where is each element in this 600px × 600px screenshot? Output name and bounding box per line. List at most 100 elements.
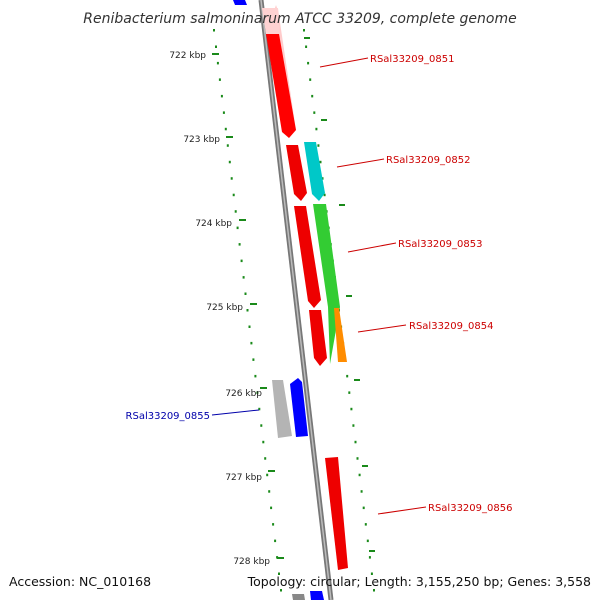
- ring-inner-dot: [220, 94, 223, 98]
- gene-feature[interactable]: [325, 457, 348, 570]
- ring-inner-dot: [256, 391, 259, 394]
- gene-RSal33209_0851[interactable]: [262, 5, 296, 138]
- tick-label-728: 728 kbp: [233, 557, 270, 567]
- ring-inner-dot: [236, 226, 239, 230]
- ring-outer-dot: [373, 589, 375, 592]
- tick-label-725: 725 kbp: [206, 303, 243, 313]
- outer-ring-dashes: [304, 37, 375, 552]
- tick-label-727: 727 kbp: [225, 473, 262, 483]
- ring-inner-dot: [274, 539, 277, 543]
- gene-RSal33209_0856[interactable]: [325, 457, 348, 570]
- gene-label-0853[interactable]: RSal33209_0853: [398, 239, 482, 250]
- gene-RSal33209_0855[interactable]: [272, 378, 308, 438]
- gene-feature[interactable]: [309, 310, 327, 366]
- gene-feature-cog[interactable]: [304, 142, 325, 201]
- ring-outer-dot: [352, 424, 355, 427]
- ring-outer-dot: [321, 177, 324, 180]
- ring-inner-dot: [244, 292, 247, 295]
- gene-feature[interactable]: [266, 34, 296, 138]
- ring-inner-dot: [230, 177, 233, 180]
- ring-inner-dot: [222, 111, 225, 114]
- ring-inner-dot: [246, 309, 249, 312]
- topology-label: Topology: circular; Length: 3,155,250 bp…: [247, 574, 591, 589]
- gene-feature[interactable]: [286, 145, 307, 201]
- ring-inner-dot: [240, 259, 243, 263]
- ring-outer-dot: [360, 490, 363, 493]
- kbp-ticks: 722 kbp 723 kbp 724 kbp 725 kbp 726 kbp …: [169, 51, 284, 567]
- gene-feature-cog[interactable]: [313, 204, 340, 364]
- ring-inner-dot: [226, 144, 229, 147]
- ring-inner-dot: [272, 523, 275, 526]
- gene-RSal33209_0852[interactable]: [286, 142, 325, 201]
- ring-inner-dot: [234, 210, 237, 213]
- gene-label-0855[interactable]: RSal33209_0855: [126, 411, 210, 422]
- ring-inner-dot: [250, 341, 253, 345]
- ring-inner-dot: [218, 78, 221, 81]
- gene-partial-bottom-blue[interactable]: [310, 591, 324, 600]
- ring-outer-dot: [311, 94, 314, 98]
- ring-inner-dot: [280, 589, 282, 592]
- ring-inner-dot: [266, 473, 269, 477]
- gene-feature-cog[interactable]: [334, 308, 347, 362]
- ring-inner-dot: [260, 424, 263, 427]
- ring-inner-dot: [258, 407, 261, 411]
- leader-0854: [357, 324, 407, 333]
- ring-outer-dot: [313, 111, 316, 114]
- leader-0856: [377, 506, 427, 515]
- ring-outer-dot: [323, 193, 326, 197]
- ring-inner-dot: [252, 358, 255, 361]
- gene-partial-bottom-gray[interactable]: [292, 594, 305, 600]
- ring-outer-dot: [307, 61, 310, 65]
- gene-label-0852[interactable]: RSal33209_0852: [386, 155, 470, 166]
- gene-label-0851[interactable]: RSal33209_0851: [370, 54, 454, 65]
- ring-outer-dot: [346, 374, 349, 378]
- ring-inner-dot: [216, 61, 219, 65]
- tick-label-722: 722 kbp: [169, 51, 206, 61]
- ring-inner-dot: [248, 325, 251, 328]
- ring-inner-dot: [262, 440, 265, 444]
- ring-outer-dot: [348, 391, 351, 394]
- ring-inner-dot: [278, 572, 280, 575]
- ring-inner-dot: [270, 506, 273, 510]
- leader-0853: [347, 242, 397, 253]
- ring-outer-dot: [364, 523, 367, 526]
- ring-outer-dot: [317, 144, 320, 147]
- ring-inner-dot: [213, 29, 215, 32]
- gene-label-0856[interactable]: RSal33209_0856: [428, 503, 512, 514]
- ring-outer-dot: [366, 539, 369, 543]
- ring-outer-dot: [315, 127, 318, 131]
- gene-RSal33209_0853[interactable]: [294, 204, 340, 364]
- tick-label-726: 726 kbp: [225, 389, 262, 399]
- gene-feature[interactable]: [294, 206, 321, 308]
- gene-top-fade: [262, 8, 280, 34]
- ring-inner-dot: [268, 490, 271, 493]
- ring-inner-dot: [242, 276, 245, 279]
- leader-0855: [211, 409, 260, 416]
- ring-outer-dot: [303, 29, 305, 32]
- map-title: Renibacterium salmoninarum ATCC 33209, c…: [83, 11, 516, 27]
- ring-outer-dot: [356, 457, 359, 460]
- genome-backbone-highlight: [260, 0, 332, 600]
- gene-label-0854[interactable]: RSal33209_0854: [409, 321, 493, 332]
- tick-label-724: 724 kbp: [195, 219, 232, 229]
- ring-outer-dot: [362, 506, 365, 510]
- ring-inner-dot: [238, 243, 241, 246]
- ring-inner-dot: [215, 45, 217, 48]
- ring-outer-dot: [309, 78, 312, 81]
- gene-feature-cog[interactable]: [272, 380, 292, 438]
- accession-label: Accession: NC_010168: [9, 574, 152, 589]
- ring-outer-dot: [368, 556, 371, 559]
- tick-label-723: 723 kbp: [183, 135, 220, 145]
- gene-partial-top[interactable]: [233, 0, 247, 5]
- ring-inner-dot: [232, 193, 235, 197]
- ring-outer-dot: [358, 473, 361, 477]
- gene-RSal33209_0854[interactable]: [309, 308, 347, 366]
- leader-0851: [319, 57, 369, 68]
- ring-outer-dot: [370, 572, 373, 575]
- leader-0852: [336, 158, 385, 168]
- gene-feature[interactable]: [290, 378, 308, 437]
- ring-inner-dot: [254, 374, 257, 378]
- ring-outer-dot: [305, 45, 308, 48]
